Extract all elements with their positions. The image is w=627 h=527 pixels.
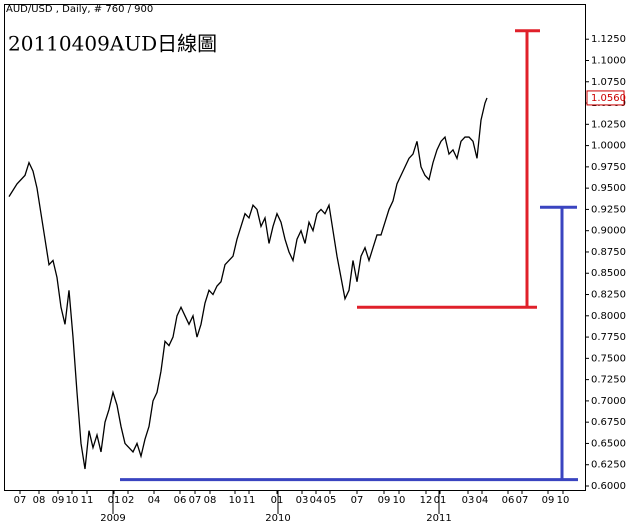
- x-tick-label: 09: [542, 495, 555, 506]
- x-tick-label: 05: [324, 495, 337, 506]
- y-tick-label: 0.9250: [591, 204, 626, 215]
- x-tick-label: 07: [351, 495, 364, 506]
- y-tick-label: 0.9500: [591, 183, 626, 194]
- y-tick-label: 0.6500: [591, 438, 626, 449]
- x-tick-label: 08: [204, 495, 217, 506]
- x-tick-label: 07: [189, 495, 202, 506]
- x-tick-label: 04: [310, 495, 323, 506]
- y-tick-label: 1.1250: [591, 34, 626, 45]
- year-label: 2009: [100, 513, 125, 524]
- y-tick-label: 0.8750: [591, 247, 626, 258]
- y-tick-label: 0.6750: [591, 417, 626, 428]
- x-tick-label: 06: [174, 495, 187, 506]
- x-tick-label: 02: [122, 495, 135, 506]
- x-tick-label: 07: [14, 495, 27, 506]
- x-tick-label: 07: [516, 495, 529, 506]
- x-tick-label: 12: [420, 495, 433, 506]
- x-tick-label: 10: [393, 495, 406, 506]
- x-tick-label: 11: [243, 495, 256, 506]
- x-tick-label: 04: [476, 495, 489, 506]
- y-tick-label: 0.7250: [591, 375, 626, 386]
- year-label: 2010: [265, 513, 290, 524]
- x-tick-label: 10: [229, 495, 242, 506]
- chart-header: AUD/USD , Daily, # 760 / 900: [6, 4, 153, 15]
- x-tick-label: 08: [33, 495, 46, 506]
- year-label: 2011: [426, 513, 451, 524]
- y-tick-label: 1.0750: [591, 77, 626, 88]
- y-tick-label: 1.0250: [591, 119, 626, 130]
- price-line: [8, 97, 488, 470]
- y-tick-label: 0.6000: [591, 481, 626, 492]
- x-tick-label: 01: [434, 495, 447, 506]
- x-tick-label: 06: [502, 495, 515, 506]
- y-tick-label: 1.1000: [591, 55, 626, 66]
- x-tick-label: 11: [81, 495, 94, 506]
- x-tick-label: 10: [66, 495, 79, 506]
- y-tick-label: 0.6250: [591, 460, 626, 471]
- current-price-label: 1.0560: [591, 93, 626, 104]
- y-tick-label: 1.0000: [591, 141, 626, 152]
- x-tick-label: 03: [296, 495, 309, 506]
- y-tick-label: 0.8500: [591, 268, 626, 279]
- y-tick-label: 0.7500: [591, 353, 626, 364]
- y-tick-label: 0.7750: [591, 332, 626, 343]
- x-tick-label: 01: [108, 495, 121, 506]
- y-tick-label: 0.8000: [591, 311, 626, 322]
- y-tick-label: 0.7000: [591, 396, 626, 407]
- x-tick-label: 03: [462, 495, 475, 506]
- x-tick-label: 10: [557, 495, 570, 506]
- y-tick-label: 0.9000: [591, 226, 626, 237]
- current-price-box: [586, 90, 625, 106]
- x-tick-label: 01: [271, 495, 284, 506]
- x-tick-label: 04: [148, 495, 161, 506]
- y-tick-label: 0.9750: [591, 162, 626, 173]
- x-tick-label: 09: [378, 495, 391, 506]
- y-tick-label: 0.8250: [591, 290, 626, 301]
- chart-title: 20110409AUD日線圖: [8, 32, 217, 56]
- x-tick-label: 09: [52, 495, 65, 506]
